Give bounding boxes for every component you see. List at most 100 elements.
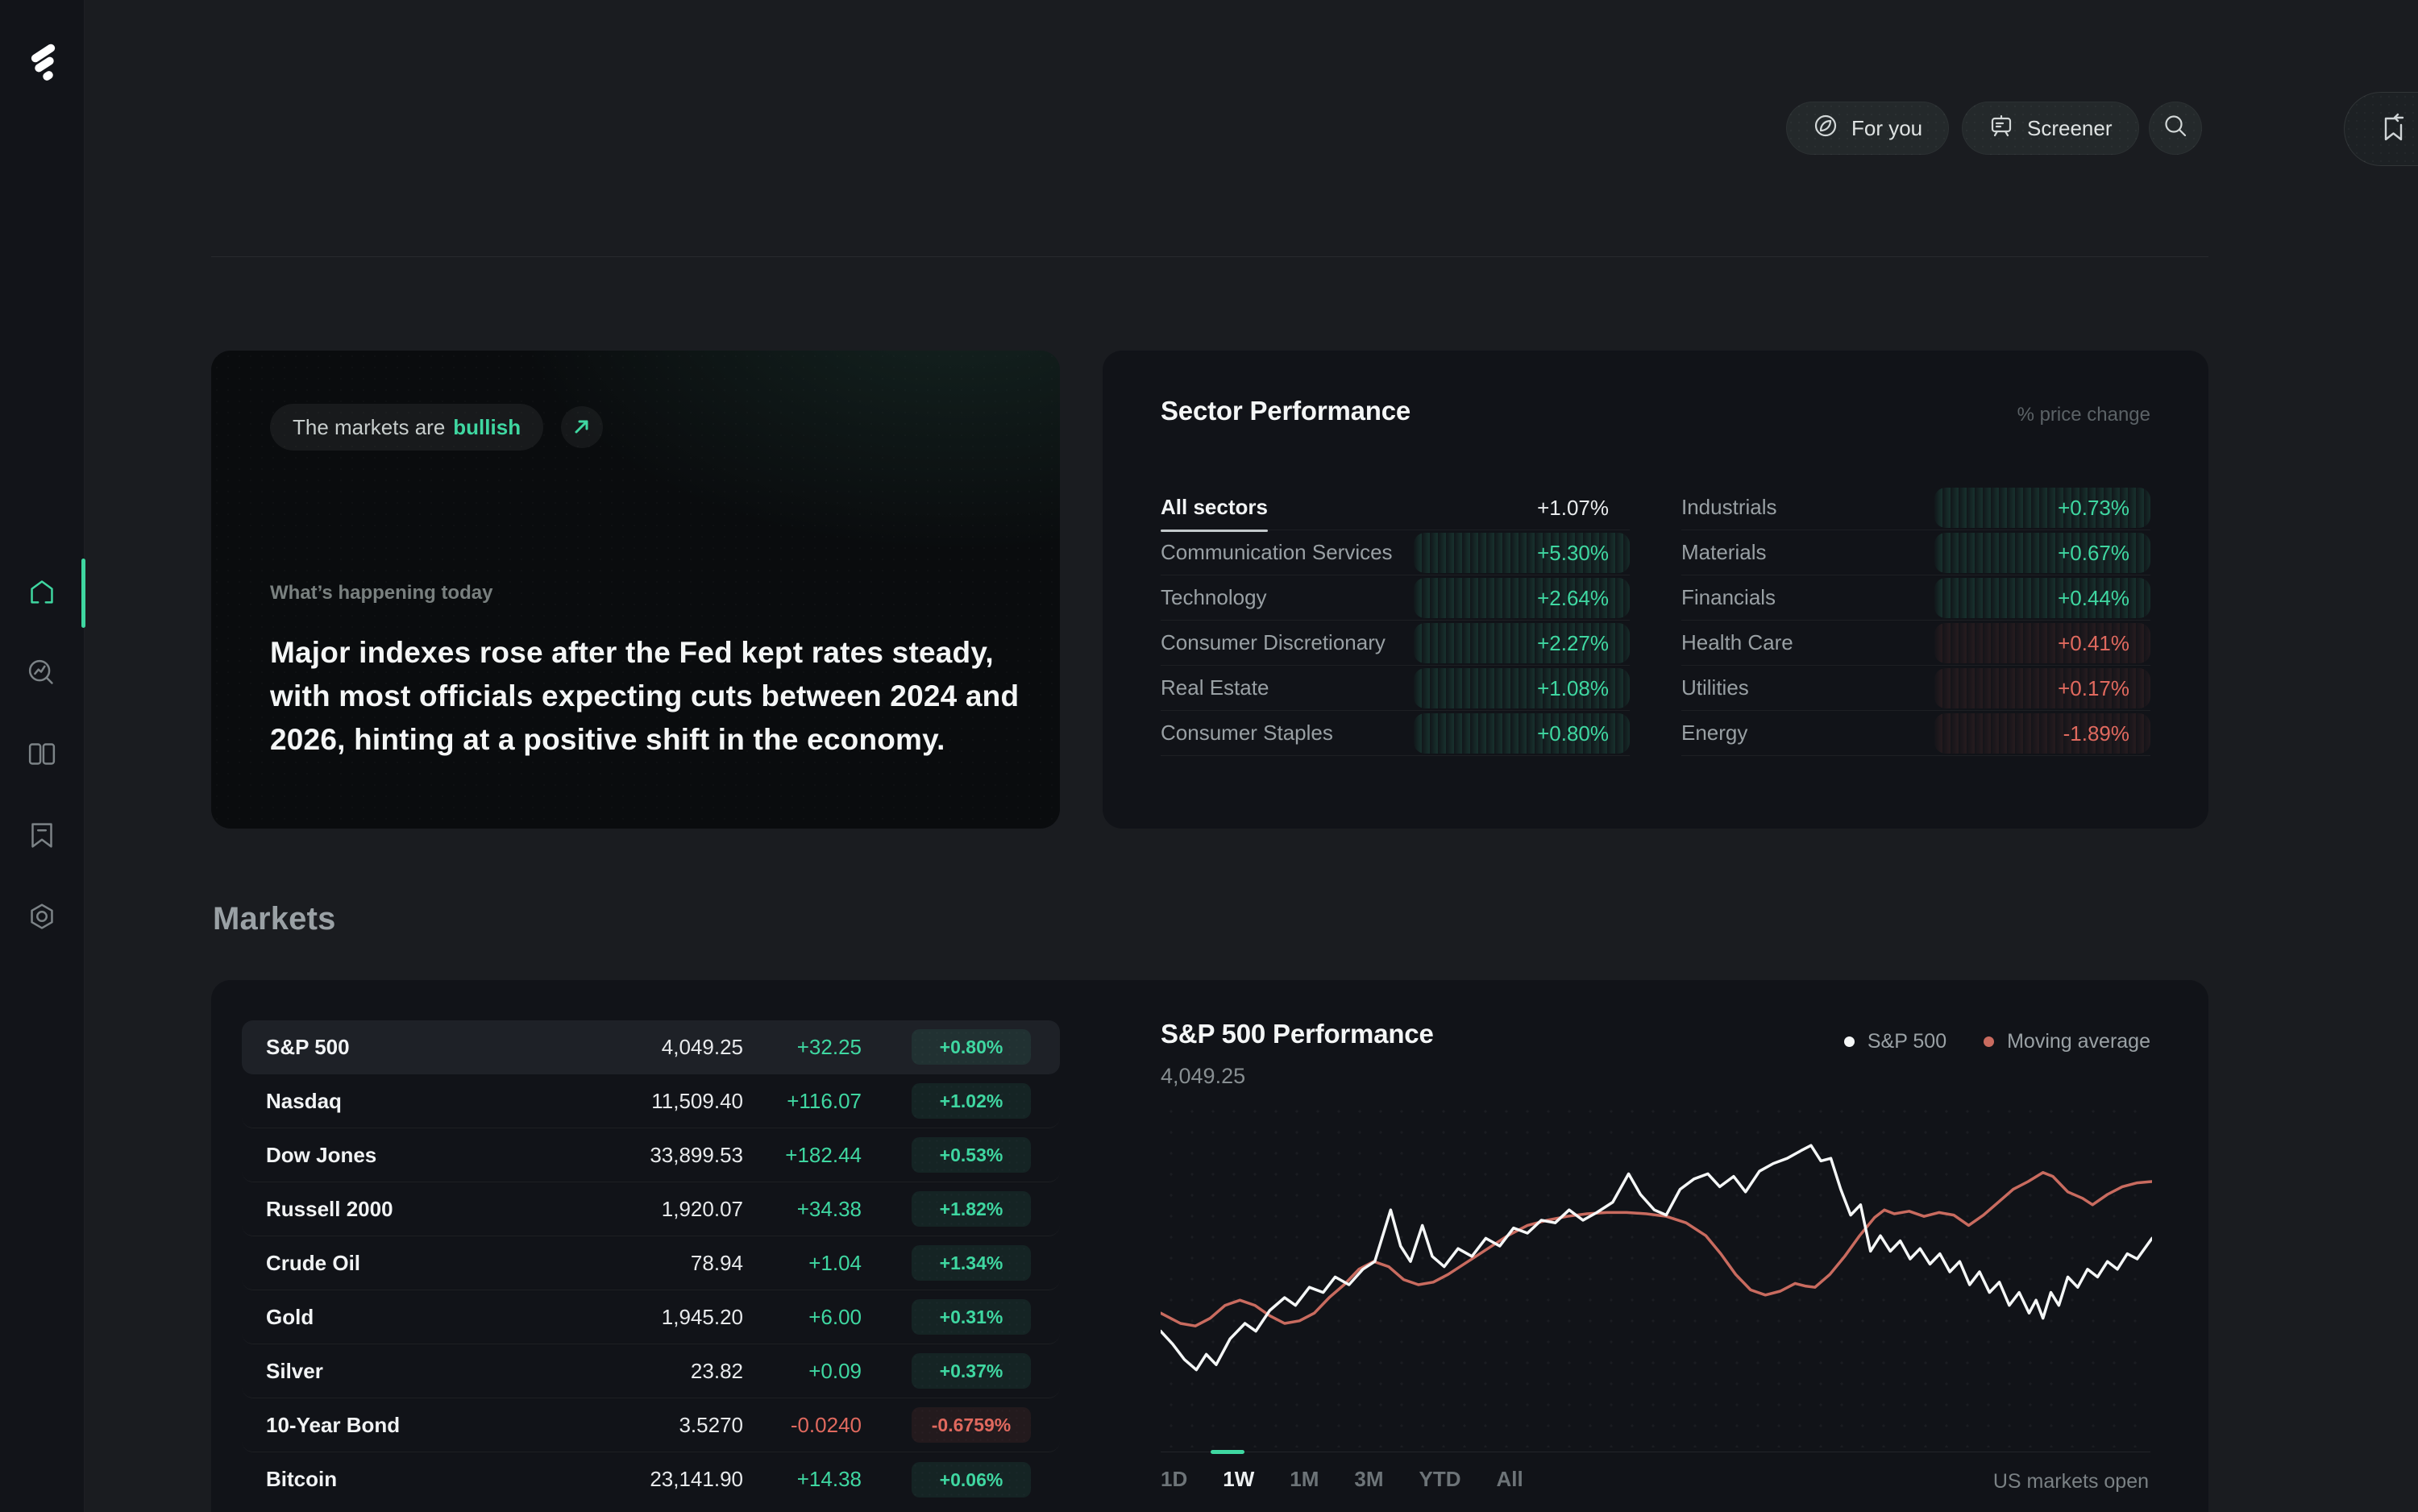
sidebar-item-saved[interactable]: [23, 818, 60, 855]
sp500-legend-dot: [1843, 1036, 1855, 1047]
daily-story-card: The markets are bullish What’s happening…: [211, 351, 1060, 829]
sector-row[interactable]: Materials +0.67%: [1681, 530, 2150, 575]
sector-change-value: +2.27%: [1537, 630, 1609, 655]
sector-change-pill: +0.67%: [1934, 533, 2150, 573]
market-row[interactable]: 10-Year Bond 3.5270 -0.0240 -0.6759%: [242, 1398, 1060, 1452]
sidebar-item-explore[interactable]: [23, 655, 60, 692]
search-button[interactable]: [2149, 102, 2202, 155]
sector-rows-right: Industrials +0.73% Materials +0.67% Fina…: [1681, 485, 2150, 756]
sector-row[interactable]: Real Estate +1.08%: [1161, 666, 1630, 711]
sector-name: Health Care: [1681, 630, 1793, 654]
sector-name: Financials: [1681, 585, 1776, 609]
market-sentiment-pill[interactable]: The markets are bullish: [270, 404, 544, 451]
sector-change-value: +1.08%: [1537, 675, 1609, 700]
for-you-button[interactable]: For you: [1786, 102, 1950, 155]
sector-row[interactable]: Technology +2.64%: [1161, 575, 1630, 621]
market-name: Nasdaq: [266, 1088, 342, 1113]
sector-change-pill: +0.80%: [1414, 713, 1630, 754]
active-range-indicator: [1211, 1450, 1244, 1454]
bookmark-arrow-icon: [2375, 110, 2411, 148]
price-change-note: % price change: [2017, 404, 2150, 426]
range-tabs: 1D 1W 1M 3M YTD All: [1161, 1467, 1523, 1492]
book-icon: [23, 736, 60, 775]
range-tab[interactable]: 1M: [1290, 1467, 1319, 1491]
sector-row[interactable]: Health Care +0.41%: [1681, 621, 2150, 666]
sector-row[interactable]: Industrials +0.73%: [1681, 485, 2150, 530]
markets-card: S&P 500 4,049.25 +32.25 +0.80% Nasdaq 11…: [211, 980, 2208, 1512]
market-percent-badge: +0.80%: [912, 1029, 1031, 1065]
sector-change-pill: +2.27%: [1414, 623, 1630, 663]
market-name: S&P 500: [266, 1034, 350, 1059]
sentiment-prefix: The markets are: [293, 414, 446, 439]
sector-table: All sectors +1.07% Communication Service…: [1161, 485, 2150, 756]
market-percent-badge: +1.02%: [912, 1083, 1031, 1119]
market-value: 23,141.90: [650, 1467, 743, 1491]
sector-change-value: +0.80%: [1537, 721, 1609, 746]
range-tab[interactable]: 1W: [1223, 1467, 1255, 1491]
bookmark-panel-toggle-button[interactable]: [2344, 92, 2418, 166]
sector-name: Industrials: [1681, 495, 1777, 519]
story-kicker: What’s happening today: [270, 582, 493, 604]
market-row[interactable]: Bitcoin 23,141.90 +14.38 +0.06%: [242, 1452, 1060, 1506]
legend-label-moving-average: Moving average: [2007, 1030, 2150, 1053]
sidebar-item-settings[interactable]: [23, 899, 60, 937]
range-tab[interactable]: All: [1496, 1467, 1523, 1491]
sector-row[interactable]: Consumer Discretionary +2.27%: [1161, 621, 1630, 666]
sector-change-pill: +0.41%: [1934, 623, 2150, 663]
sector-row[interactable]: Financials +0.44%: [1681, 575, 2150, 621]
market-row[interactable]: Crude Oil 78.94 +1.04 +1.34%: [242, 1236, 1060, 1290]
screener-label: Screener: [2027, 115, 2113, 140]
market-row[interactable]: Dow Jones 33,899.53 +182.44 +0.53%: [242, 1128, 1060, 1182]
sector-change-pill: -1.89%: [1934, 713, 2150, 754]
legend-label-sp500: S&P 500: [1867, 1030, 1947, 1053]
sector-name: Technology: [1161, 585, 1267, 609]
legend-item-moving-average: Moving average: [1984, 1030, 2150, 1053]
market-status: US markets open: [1992, 1470, 2149, 1493]
sector-name: Materials: [1681, 540, 1767, 564]
sidebar-item-home[interactable]: [23, 574, 60, 611]
open-story-button[interactable]: [561, 406, 604, 448]
sector-change-value: +0.44%: [2058, 585, 2129, 610]
sentiment-value: bullish: [453, 414, 521, 439]
sector-name: Energy: [1681, 721, 1748, 745]
fey-logo-icon: [24, 42, 63, 87]
chart-legend: S&P 500 Moving average: [1843, 1030, 2150, 1053]
market-change: +14.38: [796, 1467, 862, 1491]
range-tab[interactable]: 3M: [1354, 1467, 1384, 1491]
sector-row[interactable]: Utilities +0.17%: [1681, 666, 2150, 711]
sector-change-pill: +5.30%: [1414, 533, 1630, 573]
market-name: Bitcoin: [266, 1467, 338, 1491]
market-name: Dow Jones: [266, 1142, 377, 1167]
story-glow: [211, 351, 1060, 829]
market-row[interactable]: Nasdaq 11,509.40 +116.07 +1.02%: [242, 1074, 1060, 1128]
market-row[interactable]: Silver 23.82 +0.09 +0.37%: [242, 1344, 1060, 1398]
market-row[interactable]: S&P 500 4,049.25 +32.25 +0.80%: [242, 1020, 1060, 1074]
sector-change-pill: +0.73%: [1934, 488, 2150, 528]
all-sectors-value: +1.07%: [1537, 495, 1609, 520]
screener-button[interactable]: Screener: [1962, 102, 2139, 155]
settings-nut-icon: [23, 899, 60, 938]
sidebar-item-library[interactable]: [23, 737, 60, 774]
performance-chart[interactable]: [1161, 1101, 2152, 1448]
market-row[interactable]: Russell 2000 1,920.07 +34.38 +1.82%: [242, 1182, 1060, 1236]
market-percent-badge: +0.31%: [912, 1299, 1031, 1335]
sp500-line: [1161, 1144, 2152, 1372]
market-change: -0.0240: [790, 1412, 862, 1437]
moving-average-legend-dot: [1984, 1036, 1995, 1047]
market-change: +34.38: [796, 1196, 862, 1221]
sector-row[interactable]: Consumer Staples +0.80%: [1161, 711, 1630, 756]
market-change: +6.00: [808, 1304, 862, 1329]
sector-row[interactable]: Energy -1.89%: [1681, 711, 2150, 756]
sector-row[interactable]: Communication Services +5.30%: [1161, 530, 1630, 575]
range-tab[interactable]: 1D: [1161, 1467, 1188, 1491]
market-name: Crude Oil: [266, 1250, 361, 1275]
range-tab[interactable]: YTD: [1419, 1467, 1461, 1491]
sector-rows-left: Communication Services +5.30% Technology…: [1161, 530, 1630, 756]
all-sectors-row[interactable]: All sectors +1.07%: [1161, 485, 1630, 532]
sector-change-value: +5.30%: [1537, 540, 1609, 565]
moving-average-line: [1161, 1171, 2152, 1327]
sector-change-value: +0.73%: [2058, 495, 2129, 520]
market-row[interactable]: Gold 1,945.20 +6.00 +0.31%: [242, 1290, 1060, 1344]
bookmark-icon: [23, 817, 60, 857]
sector-name: Consumer Staples: [1161, 721, 1333, 745]
